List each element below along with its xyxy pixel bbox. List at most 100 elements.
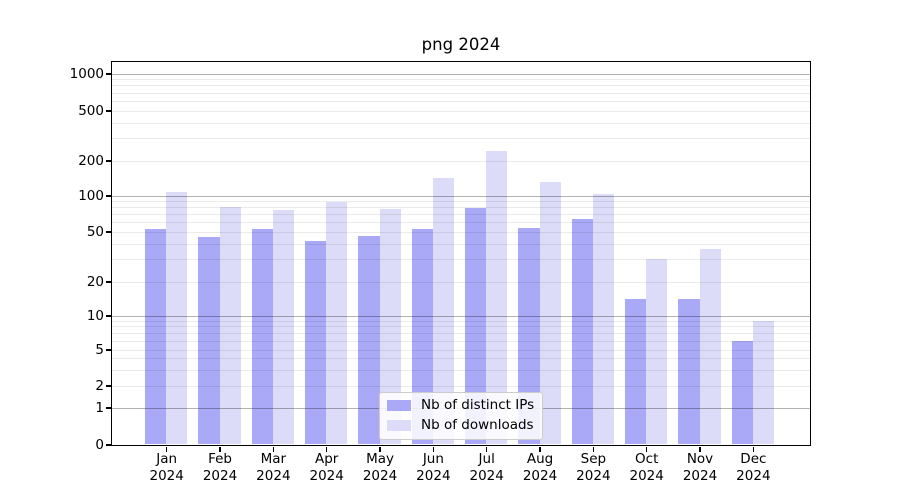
chart-title: png 2024 — [421, 35, 501, 54]
y-tick-20 — [105, 281, 111, 283]
gridline-y-300 — [111, 138, 810, 140]
y-tick-label-200: 200 — [78, 153, 104, 169]
y-tick-label-20: 20 — [86, 274, 104, 290]
y-tick-100 — [105, 195, 111, 197]
y-tick-label-100: 100 — [78, 188, 104, 204]
y-tick-500 — [105, 110, 111, 112]
bar-nb-of-distinct-ips-nov-2024 — [678, 298, 700, 445]
bar-nb-of-downloads-jan-2024 — [166, 192, 188, 445]
y-tick-label-5: 5 — [95, 342, 104, 358]
gridline-y-800 — [111, 85, 810, 87]
y-tick-label-10: 10 — [86, 308, 104, 324]
bar-nb-of-distinct-ips-feb-2024 — [198, 237, 220, 445]
x-tick-label-jun-2024: Jun 2024 — [416, 451, 451, 484]
gridline-y-200 — [111, 160, 810, 162]
gridline-y-3 — [111, 369, 810, 371]
gridline-y-6 — [111, 340, 810, 342]
bar-nb-of-downloads-feb-2024 — [219, 207, 241, 445]
y-tick-1000 — [105, 73, 111, 75]
gridline-y-4 — [111, 358, 810, 360]
y-tick-200 — [105, 160, 111, 162]
gridline-y-60 — [111, 222, 810, 224]
legend-label: Nb of downloads — [421, 417, 534, 433]
x-tick-label-oct-2024: Oct 2024 — [629, 451, 664, 484]
y-tick-1 — [105, 407, 111, 409]
bar-nb-of-distinct-ips-oct-2024 — [624, 298, 647, 445]
gridline-y-400 — [111, 122, 810, 124]
y-tick-2 — [105, 385, 111, 387]
x-tick-label-feb-2024: Feb 2024 — [202, 451, 238, 484]
y-tick-label-1000: 1000 — [69, 66, 104, 82]
bar-nb-of-distinct-ips-sep-2024 — [571, 219, 593, 445]
x-tick-oct-2024 — [645, 446, 648, 452]
y-tick-10 — [105, 315, 111, 317]
x-tick-jun-2024 — [432, 446, 435, 452]
gridline-y-70 — [111, 214, 810, 216]
x-tick-dec-2024 — [752, 446, 755, 452]
x-tick-aug-2024 — [539, 446, 541, 452]
gridline-y-80 — [111, 207, 810, 209]
gridline-y-900 — [111, 79, 810, 81]
gridline-y-600 — [111, 100, 810, 102]
gridline-y-1000 — [111, 73, 810, 75]
y-tick-label-2: 2 — [95, 378, 104, 394]
legend-swatch-distinct-ips — [387, 400, 411, 411]
x-tick-label-mar-2024: Mar 2024 — [256, 451, 291, 484]
bar-nb-of-downloads-oct-2024 — [646, 259, 668, 445]
bar-nb-of-distinct-ips-mar-2024 — [251, 229, 273, 445]
bar-nb-of-distinct-ips-aug-2024 — [518, 228, 540, 445]
gridline-y-30 — [111, 259, 810, 261]
x-tick-nov-2024 — [699, 446, 701, 452]
bar-nb-of-downloads-jul-2024 — [486, 150, 508, 445]
x-tick-label-jan-2024: Jan 2024 — [149, 451, 184, 484]
x-tick-label-nov-2024: Nov 2024 — [682, 451, 718, 484]
legend-label: Nb of distinct IPs — [421, 397, 535, 413]
x-tick-apr-2024 — [325, 446, 328, 452]
bar-nb-of-downloads-nov-2024 — [699, 249, 721, 445]
gridline-y-700 — [111, 92, 810, 94]
bar-nb-of-downloads-apr-2024 — [326, 201, 348, 445]
x-tick-jul-2024 — [485, 446, 488, 452]
x-tick-mar-2024 — [272, 446, 275, 452]
y-tick-50 — [105, 231, 111, 233]
bar-nb-of-downloads-jun-2024 — [432, 177, 455, 445]
x-tick-jan-2024 — [166, 446, 168, 452]
plot-area — [110, 60, 811, 446]
x-tick-label-apr-2024: Apr 2024 — [309, 451, 344, 484]
gridline-y-90 — [111, 200, 810, 202]
bar-nb-of-downloads-dec-2024 — [752, 320, 775, 445]
gridline-y-100 — [111, 195, 810, 197]
legend-item-distinct-ips: Nb of distinct IPs — [387, 397, 535, 413]
gridline-y-5 — [111, 349, 810, 351]
legend-item-downloads: Nb of downloads — [387, 417, 534, 433]
y-tick-label-50: 50 — [86, 224, 104, 240]
bar-nb-of-distinct-ips-jun-2024 — [411, 229, 433, 445]
bar-nb-of-distinct-ips-dec-2024 — [731, 340, 753, 445]
legend-swatch-downloads — [387, 420, 411, 431]
bar-nb-of-distinct-ips-jul-2024 — [464, 207, 487, 445]
x-tick-label-dec-2024: Dec 2024 — [736, 451, 771, 484]
y-tick-5 — [105, 349, 111, 351]
bar-nb-of-downloads-aug-2024 — [539, 182, 561, 445]
x-tick-may-2024 — [379, 446, 381, 452]
bar-nb-of-distinct-ips-jan-2024 — [144, 229, 167, 445]
bar-nb-of-distinct-ips-apr-2024 — [304, 241, 327, 445]
y-tick-label-500: 500 — [78, 103, 104, 119]
x-tick-feb-2024 — [219, 446, 221, 452]
bar-nb-of-downloads-sep-2024 — [592, 193, 615, 445]
y-tick-label-0: 0 — [95, 437, 104, 453]
x-tick-label-aug-2024: Aug 2024 — [522, 451, 558, 484]
gridline-y-9 — [111, 320, 810, 322]
gridline-y-7 — [111, 332, 810, 334]
gridline-y-10 — [111, 315, 810, 317]
gridline-y-50 — [111, 231, 810, 233]
gridline-y-40 — [111, 243, 810, 245]
bar-nb-of-downloads-mar-2024 — [272, 210, 295, 445]
y-tick-label-1: 1 — [95, 400, 104, 416]
x-tick-label-sep-2024: Sep 2024 — [576, 451, 611, 484]
gridline-y-20 — [111, 281, 810, 283]
legend: Nb of distinct IPs Nb of downloads — [379, 392, 543, 440]
x-tick-label-may-2024: May 2024 — [362, 451, 398, 484]
x-tick-sep-2024 — [592, 446, 595, 452]
